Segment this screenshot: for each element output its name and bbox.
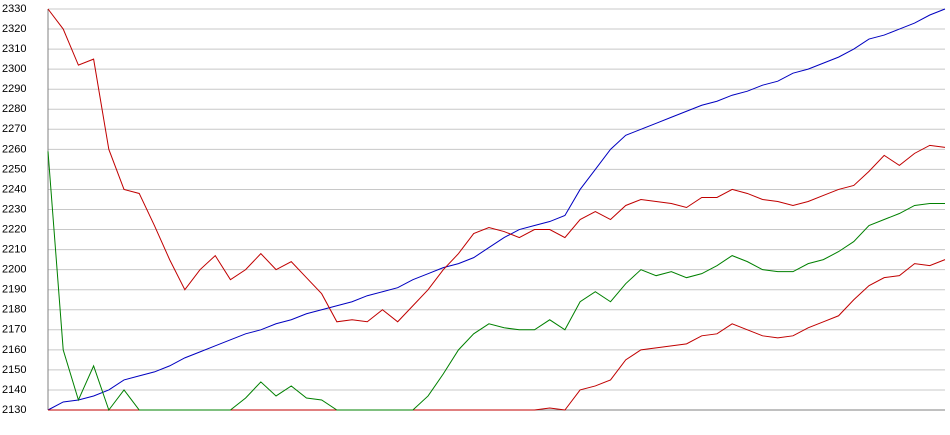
y-tick-label: 2240 bbox=[2, 183, 26, 195]
y-tick-label: 2320 bbox=[2, 23, 26, 35]
y-tick-label: 2220 bbox=[2, 223, 26, 235]
series-line bbox=[47, 151, 945, 412]
y-tick-label: 2300 bbox=[2, 63, 26, 75]
series-line bbox=[47, 8, 946, 323]
y-tick-label: 2160 bbox=[2, 344, 26, 356]
y-tick-label: 2270 bbox=[2, 123, 26, 135]
y-tick-label: 2180 bbox=[2, 304, 26, 316]
series-line bbox=[48, 259, 946, 411]
y-tick-label: 2210 bbox=[2, 244, 26, 256]
y-tick-label: 2130 bbox=[2, 404, 26, 416]
y-tick-label: 2290 bbox=[2, 83, 26, 95]
y-tick-label: 2280 bbox=[2, 103, 26, 115]
y-tick-label: 2260 bbox=[2, 143, 26, 155]
y-tick-label: 2330 bbox=[2, 3, 26, 15]
y-tick-label: 2190 bbox=[2, 284, 26, 296]
y-tick-label: 2150 bbox=[2, 364, 26, 376]
y-tick-label: 2140 bbox=[2, 384, 26, 396]
series-line bbox=[47, 8, 946, 411]
y-tick-label: 2200 bbox=[2, 264, 26, 276]
y-tick-label: 2250 bbox=[2, 163, 26, 175]
y-tick-label: 2170 bbox=[2, 324, 26, 336]
y-tick-label: 2230 bbox=[2, 203, 26, 215]
y-tick-label: 2310 bbox=[2, 43, 26, 55]
